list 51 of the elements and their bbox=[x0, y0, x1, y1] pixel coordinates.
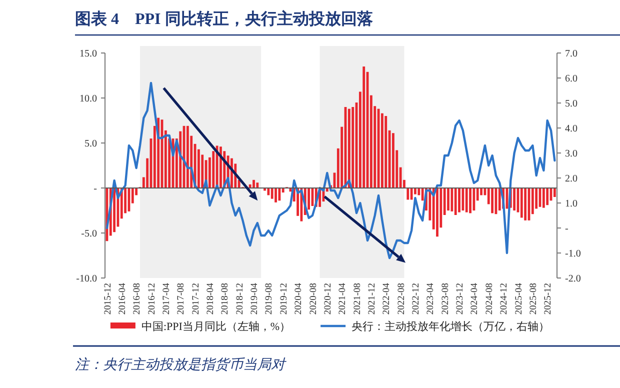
x-tick-label: 2016-12 bbox=[147, 282, 158, 315]
x-tick-label: 2019-04 bbox=[250, 282, 260, 315]
chart-title: 图表 4 PPI 同比转正，央行主动投放回落 bbox=[75, 9, 373, 28]
y-tick-label: -10.0 bbox=[76, 274, 97, 284]
legend-label: 中国:PPI当月同比（左轴，%） bbox=[141, 320, 291, 333]
y-tick-label: 5.0 bbox=[84, 138, 97, 150]
y-tick-label: - bbox=[94, 184, 97, 194]
x-tick-label: 2023-08 bbox=[440, 282, 451, 315]
legend-label: 央行：主动投放年化增长（万亿，右轴） bbox=[352, 320, 550, 333]
y-tick-label: -5.0 bbox=[81, 228, 97, 240]
x-tick-label: 2018-04 bbox=[206, 282, 216, 315]
x-tick-label: 2025-12 bbox=[544, 282, 554, 315]
x-tick-label: 2017-12 bbox=[191, 282, 202, 315]
x-tick-label: 2018-12 bbox=[235, 282, 246, 315]
x-tick-label: 2024-12 bbox=[500, 282, 510, 315]
x-tick-label: 2020-04 bbox=[294, 282, 304, 315]
x-tick-label: 2024-04 bbox=[470, 282, 480, 315]
x-tick-label: 2021-04 bbox=[338, 282, 348, 315]
y-tick-label: 10.0 bbox=[80, 94, 97, 104]
x-tick-label: 2025-08 bbox=[528, 282, 539, 315]
x-tick-label: 2016-04 bbox=[118, 282, 128, 315]
y2-tick-label: 6.0 bbox=[565, 74, 578, 84]
x-tick-label: 2025-04 bbox=[514, 282, 524, 315]
x-tick-label: 2017-08 bbox=[176, 282, 187, 315]
x-tick-label: 2020-12 bbox=[323, 282, 334, 315]
y2-tick-label: -2.0 bbox=[565, 274, 581, 284]
x-tick-label: 2018-08 bbox=[220, 282, 231, 315]
y2-tick-label: 1.0 bbox=[565, 198, 578, 210]
y2-tick-label: 2.0 bbox=[565, 174, 578, 184]
y2-tick-label: -1.0 bbox=[565, 248, 581, 260]
y-tick-label: 15.0 bbox=[80, 48, 97, 60]
x-tick-label: 2023-04 bbox=[426, 282, 436, 315]
y2-tick-label: - bbox=[565, 224, 568, 234]
x-tick-label: 2023-12 bbox=[456, 282, 466, 315]
x-tick-label: 2016-08 bbox=[132, 282, 143, 315]
x-tick-label: 2020-08 bbox=[308, 282, 319, 315]
text: 注：央行主动投放是指货币当局对 bbox=[75, 357, 287, 373]
x-tick-label: 2024-08 bbox=[484, 282, 495, 315]
y2-tick-label: 7.0 bbox=[565, 48, 578, 60]
x-tick-label: 2015-12 bbox=[103, 282, 114, 315]
x-tick-label: 2022-08 bbox=[396, 282, 407, 315]
x-tick-label: 2021-12 bbox=[367, 282, 378, 315]
x-tick-label: 2021-08 bbox=[352, 282, 363, 315]
y2-tick-label: 5.0 bbox=[565, 98, 578, 110]
x-tick-label: 2019-12 bbox=[279, 282, 290, 315]
x-tick-label: 2022-04 bbox=[382, 282, 392, 315]
x-tick-label: 2022-12 bbox=[412, 282, 422, 315]
y2-tick-label: 3.0 bbox=[565, 148, 578, 160]
y2-tick-label: 4.0 bbox=[565, 124, 578, 134]
x-tick-label: 2019-08 bbox=[264, 282, 275, 315]
x-tick-label: 2017-04 bbox=[162, 282, 172, 315]
